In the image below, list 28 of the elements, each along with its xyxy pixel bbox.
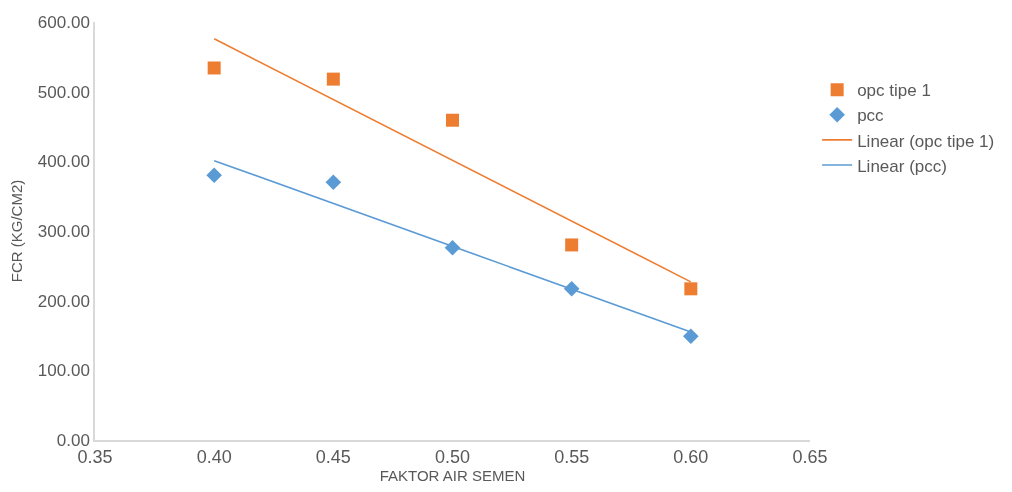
point bbox=[446, 113, 459, 127]
x-tick-label: 0.35 bbox=[77, 447, 113, 468]
point bbox=[326, 72, 340, 86]
legend-label: Linear (opc tipe 1) bbox=[857, 131, 995, 151]
x-tick-label: 0.45 bbox=[315, 447, 351, 468]
point bbox=[684, 282, 698, 296]
point bbox=[325, 174, 342, 191]
point bbox=[206, 167, 222, 184]
y-tick-label: 500.00 bbox=[37, 82, 90, 102]
y-tick-label: 100.00 bbox=[37, 361, 90, 381]
x-tick-label: 0.50 bbox=[434, 447, 471, 468]
y-tick-label: 300.00 bbox=[37, 221, 90, 241]
legend-label: pcc bbox=[857, 106, 885, 126]
y-tick-label: 400.00 bbox=[37, 152, 90, 172]
x-tick-label: 0.55 bbox=[554, 447, 590, 468]
y-axis-title: FCR (KG/CM2) bbox=[7, 179, 25, 283]
point bbox=[565, 238, 579, 252]
x-axis-title: FAKTOR AIR SEMEN bbox=[379, 467, 526, 485]
x-tick-label: 0.40 bbox=[196, 447, 232, 468]
point bbox=[683, 328, 699, 344]
legend-label: Linear (pcc) bbox=[857, 156, 947, 176]
y-tick-label: 600.00 bbox=[37, 12, 90, 32]
x-tick-label: 0.65 bbox=[792, 447, 828, 468]
y-tick-label: 0.00 bbox=[56, 430, 90, 450]
x-tick-label: 0.60 bbox=[673, 447, 709, 468]
y-tick-label: 200.00 bbox=[37, 291, 90, 311]
point bbox=[207, 61, 221, 75]
legend-label: opc tipe 1 bbox=[857, 81, 931, 101]
